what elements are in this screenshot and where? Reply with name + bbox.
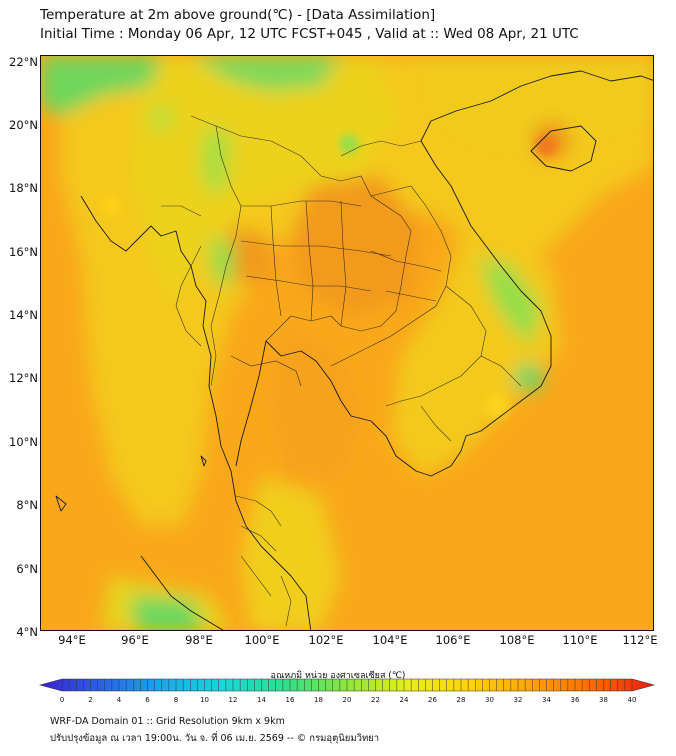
temperature-field (41, 56, 653, 630)
colorbar-label: 38 (599, 696, 608, 704)
lat-label-16n: 16°N (9, 245, 38, 259)
colorbar-label: 8 (173, 696, 179, 704)
colorbar-label: 14 (257, 696, 266, 704)
lat-label-22n: 22°N (9, 55, 38, 69)
colorbar-label: 2 (88, 696, 93, 704)
lat-label-10n: 10°N (9, 435, 38, 449)
lon-label-96e: 96°E (121, 633, 149, 647)
colorbar-label: 30 (485, 696, 494, 704)
title-line-2: Initial Time : Monday 06 Apr, 12 UTC FCS… (40, 26, 579, 42)
lat-label-8n: 8°N (16, 498, 38, 512)
colorbar-label: 20 (342, 696, 352, 704)
colorbar-label: 26 (428, 696, 437, 704)
colorbar-label: 18 (314, 696, 323, 704)
footer-line-1: WRF-DA Domain 01 :: Grid Resolution 9km … (50, 716, 285, 727)
colorbar-title: อุณหภูมิ หน่วย องศาเซลเซียส (℃) (270, 671, 406, 681)
temperature-map (40, 55, 654, 631)
lon-label-104e: 104°E (372, 633, 408, 647)
colorbar-label: 40 (627, 696, 637, 704)
map-canvas (41, 56, 653, 630)
lat-label-6n: 6°N (16, 562, 38, 576)
lat-label-4n: 4°N (16, 625, 38, 639)
colorbar-label: 24 (399, 696, 409, 704)
colorbar (38, 678, 656, 692)
lat-label-20n: 20°N (9, 118, 38, 132)
lat-label-14n: 14°N (9, 308, 38, 322)
chart-title: Temperature at 2m above ground(℃) - [Dat… (40, 6, 579, 44)
lon-label-94e: 94°E (58, 633, 86, 647)
lon-label-112e: 112°E (622, 633, 658, 647)
colorbar-label: 32 (513, 696, 523, 704)
lon-label-110e: 110°E (562, 633, 598, 647)
colorbar-label: 36 (570, 696, 580, 704)
footer-line-2: ปรับปรุงข้อมูล ณ เวลา 19:00น. วัน จ. ที่… (50, 733, 380, 744)
colorbar-label: 34 (542, 696, 551, 704)
lon-label-100e: 100°E (244, 633, 280, 647)
coastlines (55, 70, 653, 630)
colorbar-label: 4 (116, 696, 122, 704)
admin-borders (161, 115, 522, 627)
colorbar-label: 0 (59, 696, 65, 704)
lon-label-106e: 106°E (435, 633, 471, 647)
colorbar-label: 16 (285, 696, 295, 704)
lon-label-102e: 102°E (308, 633, 344, 647)
colorbar-label: 10 (200, 696, 209, 704)
title-line-1: Temperature at 2m above ground(℃) - [Dat… (40, 7, 436, 23)
colorbar-ticks (61, 679, 633, 691)
colorbar-label: 28 (456, 696, 466, 704)
lon-label-98e: 98°E (185, 633, 213, 647)
lon-label-108e: 108°E (499, 633, 535, 647)
lat-label-12n: 12°N (9, 371, 38, 385)
colorbar-label: 22 (371, 696, 380, 704)
colorbar-label: 12 (228, 696, 238, 704)
colorbar-label: 6 (145, 696, 150, 704)
lat-label-18n: 18°N (9, 181, 38, 195)
